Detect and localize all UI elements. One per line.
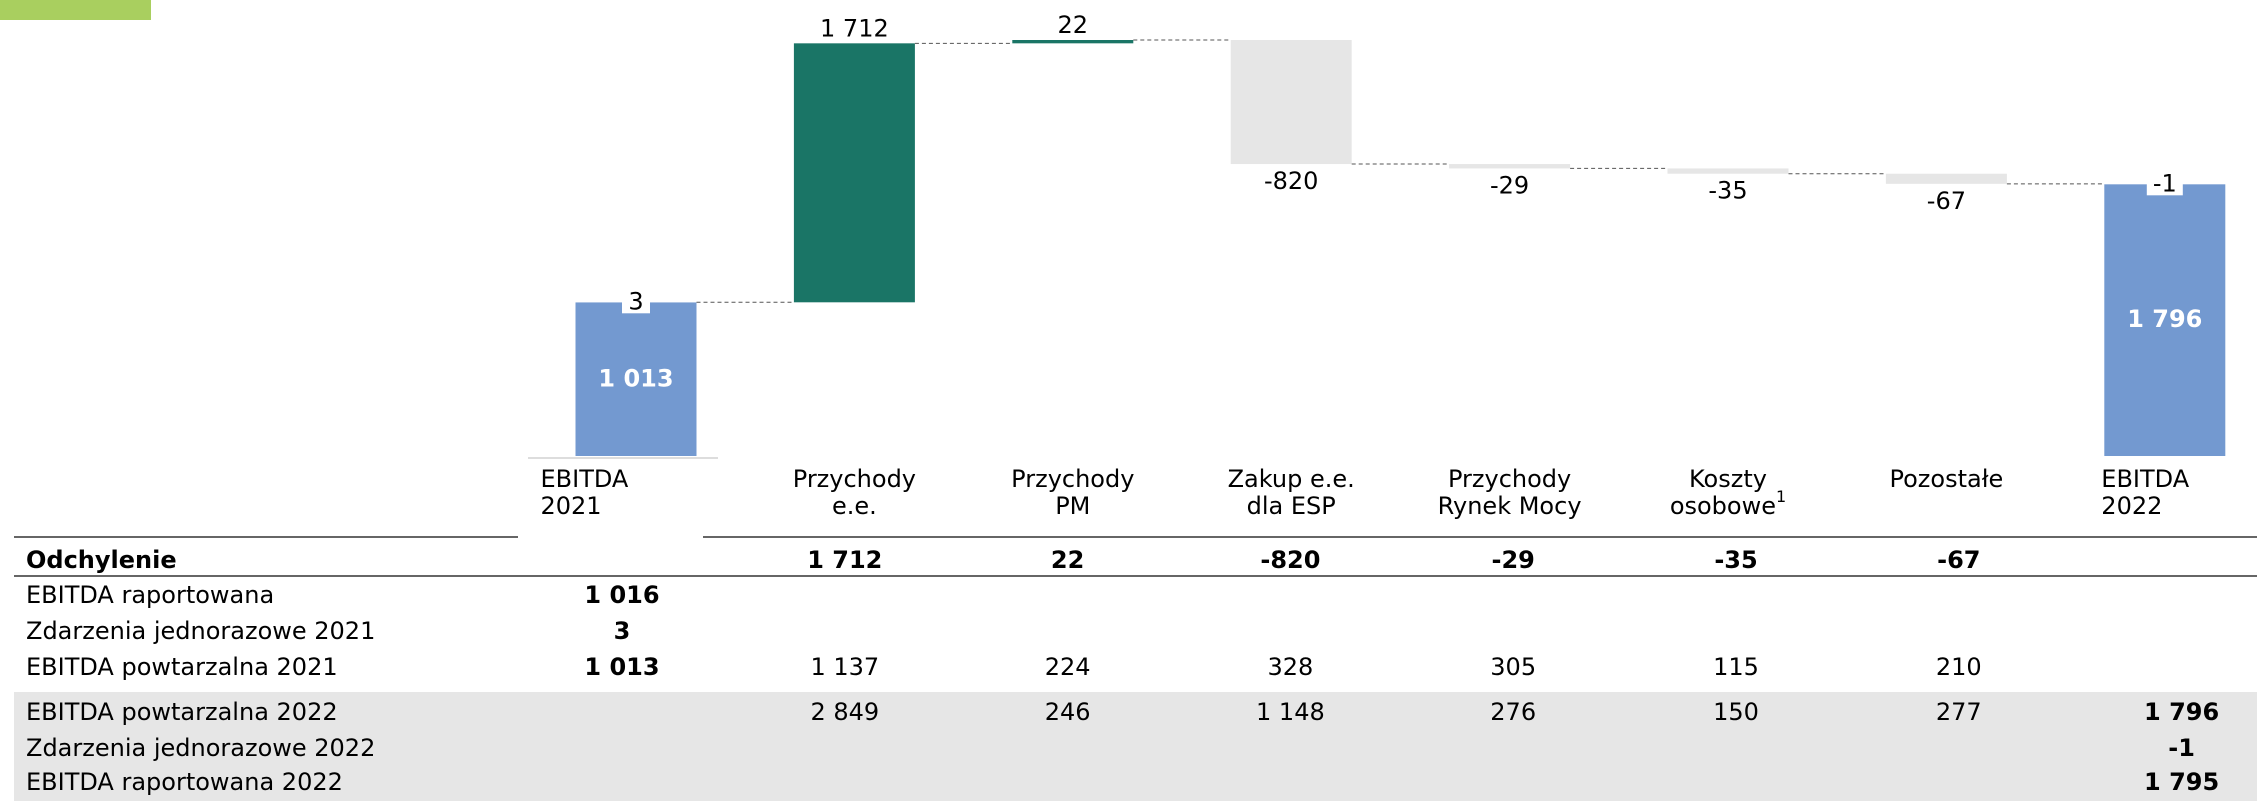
cell: 1 137 [810, 653, 879, 681]
value-label: -820 [1264, 167, 1318, 195]
category-label: Przychody PM [1011, 465, 1134, 520]
bar [2104, 184, 2226, 456]
cell: -1 [2168, 734, 2195, 762]
value-label: 22 [1058, 11, 1089, 39]
category-line: EBITDA [2101, 465, 2189, 493]
category-label: Przychody e.e. [793, 465, 916, 520]
one-off-label: 3 [628, 287, 643, 315]
cell: 22 [1051, 546, 1084, 574]
category-line: 2021 [541, 492, 602, 520]
cell: 1 712 [807, 546, 882, 574]
cell: -29 [1492, 546, 1535, 574]
row-label: EBITDA raportowana [26, 581, 274, 609]
cell: 1 013 [584, 653, 659, 681]
row-label: Zdarzenia jednorazowe 2021 [26, 617, 375, 645]
cell: -67 [1937, 546, 1980, 574]
category-label: Przychody Rynek Mocy [1438, 465, 1582, 520]
value-label: 1 013 [598, 364, 673, 392]
bar [1667, 168, 1789, 174]
shaded-band [14, 692, 2257, 801]
bar [1012, 40, 1134, 44]
cell: 3 [614, 617, 631, 645]
bar [1885, 173, 2007, 184]
cell: 277 [1936, 698, 1982, 726]
value-label: -29 [1490, 171, 1529, 199]
one-off-label: -1 [2153, 169, 2177, 197]
category-line: Przychody [1448, 465, 1571, 493]
category-line: Koszty [1689, 465, 1767, 493]
cell: 224 [1045, 653, 1091, 681]
value-label: 1 712 [820, 14, 889, 42]
category-label: Pozostałe [1890, 465, 2004, 493]
category-label: Koszty osobowe1 [1670, 465, 1786, 520]
cell: 328 [1267, 653, 1313, 681]
cell: 305 [1490, 653, 1536, 681]
category-label: Zakup e.e. dla ESP [1228, 465, 1355, 520]
category-line: EBITDA [541, 465, 629, 493]
row-label: Odchylenie [26, 546, 177, 574]
row-label: Zdarzenia jednorazowe 2022 [26, 734, 375, 762]
row-label: EBITDA powtarzalna 2022 [26, 698, 338, 726]
category-label: EBITDA 2022 [2101, 465, 2189, 520]
category-line: dla ESP [1247, 492, 1336, 520]
category-line: Przychody [793, 465, 916, 493]
value-label: -67 [1927, 187, 1966, 215]
footnote-mark: 1 [1776, 487, 1786, 506]
value-label: -35 [1708, 177, 1747, 205]
cell: 115 [1713, 653, 1759, 681]
category-line: e.e. [832, 492, 877, 520]
category-line: osobowe [1670, 492, 1776, 520]
cell: 210 [1936, 653, 1982, 681]
cell: 1 795 [2144, 768, 2219, 796]
category-label: EBITDA 2021 [541, 465, 629, 520]
cell: 1 148 [1256, 698, 1325, 726]
value-label: 1 796 [2127, 305, 2202, 333]
one-off-box [2146, 173, 2183, 196]
category-line: Rynek Mocy [1438, 492, 1582, 520]
one-off-box [622, 291, 650, 314]
cell: -35 [1714, 546, 1757, 574]
cell: 1 016 [584, 581, 659, 609]
category-line: Przychody [1011, 465, 1134, 493]
bar [1230, 40, 1352, 165]
cell: 1 796 [2144, 698, 2219, 726]
cell: 2 849 [810, 698, 879, 726]
category-line: PM [1055, 492, 1090, 520]
category-line: Pozostałe [1890, 465, 2004, 493]
brand-bar [0, 0, 151, 20]
bar [793, 43, 915, 303]
category-line: 2022 [2101, 492, 2162, 520]
cell: 150 [1713, 698, 1759, 726]
cell: 276 [1490, 698, 1536, 726]
row-label: EBITDA powtarzalna 2021 [26, 653, 338, 681]
bar [575, 302, 697, 456]
cell: 246 [1045, 698, 1091, 726]
cell: -820 [1260, 546, 1320, 574]
row-label: EBITDA raportowana 2022 [26, 768, 343, 796]
category-line: Zakup e.e. [1228, 465, 1355, 493]
bar [1449, 164, 1571, 169]
